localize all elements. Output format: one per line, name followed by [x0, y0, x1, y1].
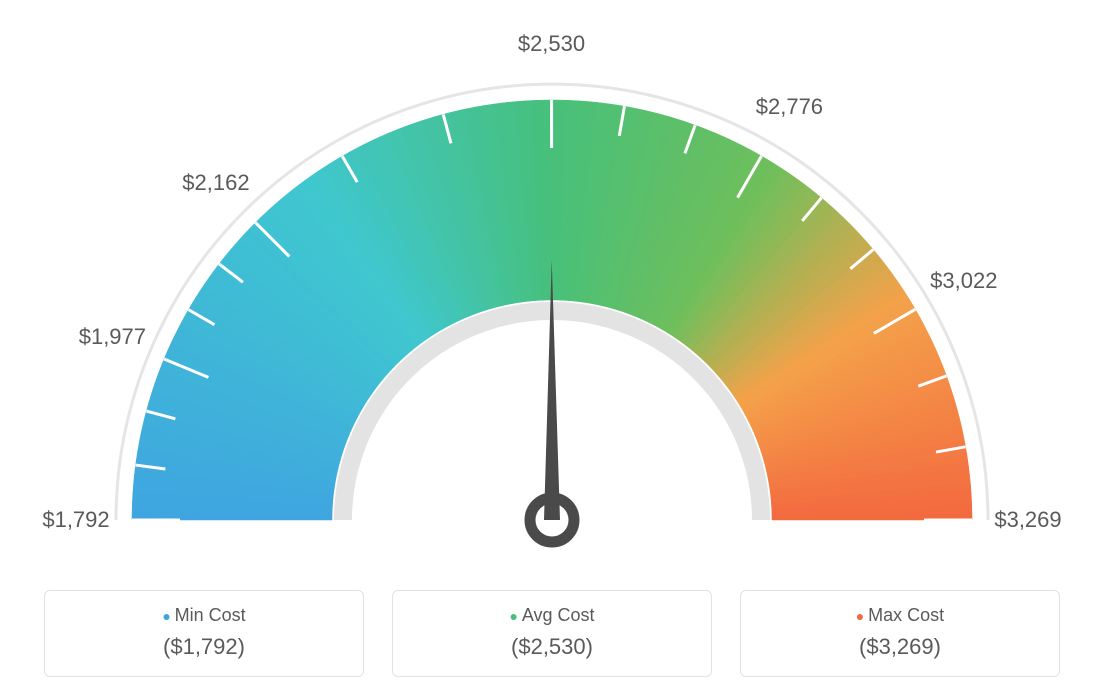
gauge-tick-label: $3,269: [994, 507, 1061, 533]
gauge-tick-label: $1,792: [42, 507, 109, 533]
legend-row: Min Cost ($1,792) Avg Cost ($2,530) Max …: [20, 590, 1084, 677]
gauge-tick-label: $2,530: [518, 31, 585, 57]
legend-card-avg: Avg Cost ($2,530): [392, 590, 712, 677]
legend-value-max: ($3,269): [759, 634, 1041, 660]
gauge-tick-label: $2,162: [182, 170, 249, 196]
gauge-tick-label: $1,977: [79, 324, 146, 350]
legend-title-max-text: Max Cost: [868, 605, 944, 625]
legend-value-min: ($1,792): [63, 634, 345, 660]
gauge-chart: $1,792 $1,977 $2,162 $2,530 $2,776 $3,022 $3,2…: [22, 20, 1082, 580]
legend-title-avg-text: Avg Cost: [522, 605, 595, 625]
legend-card-max: Max Cost ($3,269): [740, 590, 1060, 677]
legend-value-avg: ($2,530): [411, 634, 693, 660]
legend-card-min: Min Cost ($1,792): [44, 590, 364, 677]
gauge-tick-label: $3,022: [930, 268, 997, 294]
legend-title-min: Min Cost: [63, 605, 345, 626]
legend-title-min-text: Min Cost: [175, 605, 246, 625]
gauge-svg: [22, 20, 1082, 580]
legend-title-max: Max Cost: [759, 605, 1041, 626]
gauge-tick-label: $2,776: [756, 94, 823, 120]
legend-title-avg: Avg Cost: [411, 605, 693, 626]
